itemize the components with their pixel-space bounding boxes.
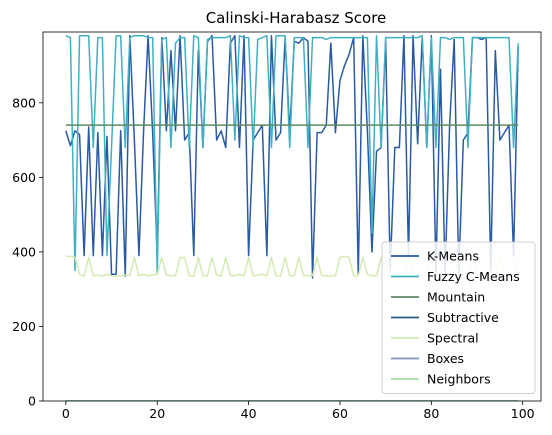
- chart-title: Calinski-Harabasz Score: [206, 9, 387, 27]
- legend-label: K-Means: [427, 249, 479, 264]
- legend-box: [381, 241, 536, 394]
- plot-frame: [42, 31, 542, 402]
- series-line-fuzzy-c-means: [65, 34, 519, 276]
- legend-label: Subtractive: [427, 310, 499, 325]
- legend-label: Fuzzy C-Means: [427, 269, 520, 284]
- x-tick-label: 60: [332, 406, 348, 421]
- x-tick-label: 100: [511, 406, 535, 421]
- legend-label: Neighbors: [427, 372, 491, 387]
- x-tick-label: 0: [62, 406, 70, 421]
- legend-label: Boxes: [427, 351, 464, 366]
- y-tick-label: 400: [12, 244, 36, 259]
- x-tick-label: 40: [241, 406, 257, 421]
- y-tick-label: 0: [28, 394, 36, 409]
- legend: K-Means Fuzzy C-Means Mountain Subtractive S…: [381, 241, 536, 394]
- y-tick-label: 600: [12, 170, 36, 185]
- y-tick-label: 800: [12, 95, 36, 110]
- y-tick-label: 200: [12, 319, 36, 334]
- legend-label: Spectral: [427, 331, 479, 346]
- plot-area: [65, 34, 519, 401]
- legend-label: Mountain: [427, 290, 485, 305]
- x-tick-label: 20: [149, 406, 165, 421]
- axes: 0 20 40 60 80 100 0 200 400 600 800: [12, 31, 542, 421]
- x-tick-label: 80: [423, 406, 439, 421]
